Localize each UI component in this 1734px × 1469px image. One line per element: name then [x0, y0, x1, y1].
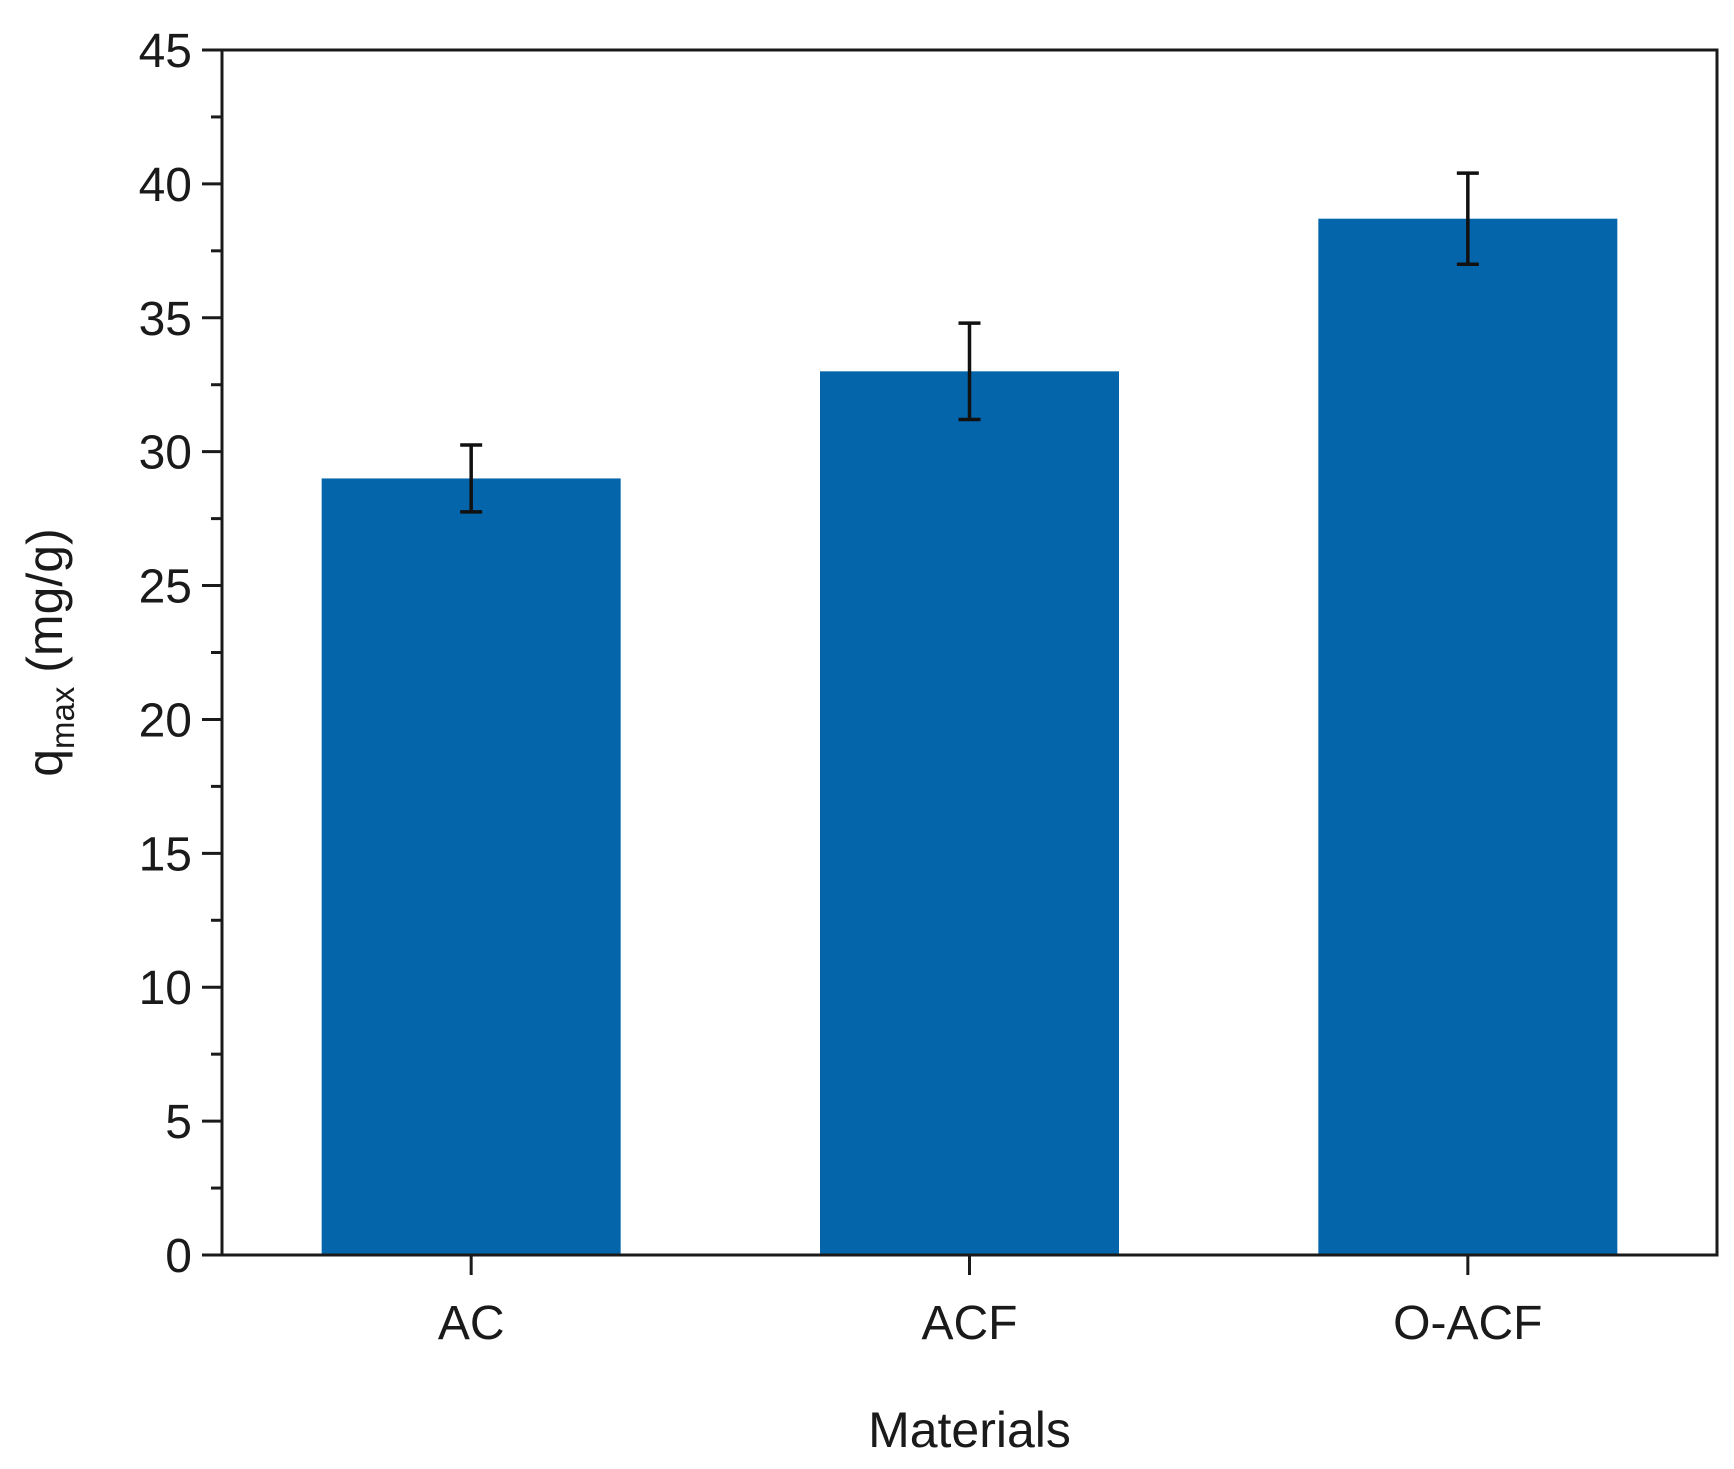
y-tick-label: 0 [165, 1230, 192, 1283]
error-bar-o-acf [1456, 171, 1479, 266]
error-bar-acf [958, 321, 981, 422]
bars-layer [321, 218, 1618, 1256]
x-tick-label: O-ACF [1393, 1297, 1542, 1350]
x-axis-ticks: AC ACF O-ACF [438, 1255, 1542, 1350]
y-axis-title-unit: (mg/g) [17, 528, 73, 686]
x-tick-label: ACF [922, 1297, 1018, 1350]
y-tick-label: 35 [139, 293, 192, 346]
y-axis-title-subscript: max [44, 686, 81, 749]
y-tick-label: 30 [139, 427, 192, 480]
x-axis-title: Materials [868, 1402, 1071, 1458]
y-tick-label: 20 [139, 694, 192, 747]
y-tick-label: 10 [139, 962, 192, 1015]
x-tick-label: AC [438, 1297, 505, 1350]
bar-o-acf [1318, 218, 1618, 1256]
y-axis-title-main: q [17, 749, 73, 777]
bar-ac [321, 478, 621, 1255]
bar-acf [820, 371, 1119, 1255]
y-tick-label: 5 [165, 1096, 192, 1149]
y-tick-label: 15 [139, 828, 192, 881]
y-tick-label: 45 [139, 25, 192, 78]
y-tick-label: 40 [139, 159, 192, 212]
y-axis-title: qmax (mg/g) [17, 528, 81, 777]
y-axis-ticks: 0 5 10 15 20 25 30 35 40 45 [139, 25, 222, 1283]
y-tick-label: 25 [139, 561, 192, 614]
error-bars-layer [460, 171, 1479, 514]
error-bar-ac [460, 443, 483, 514]
